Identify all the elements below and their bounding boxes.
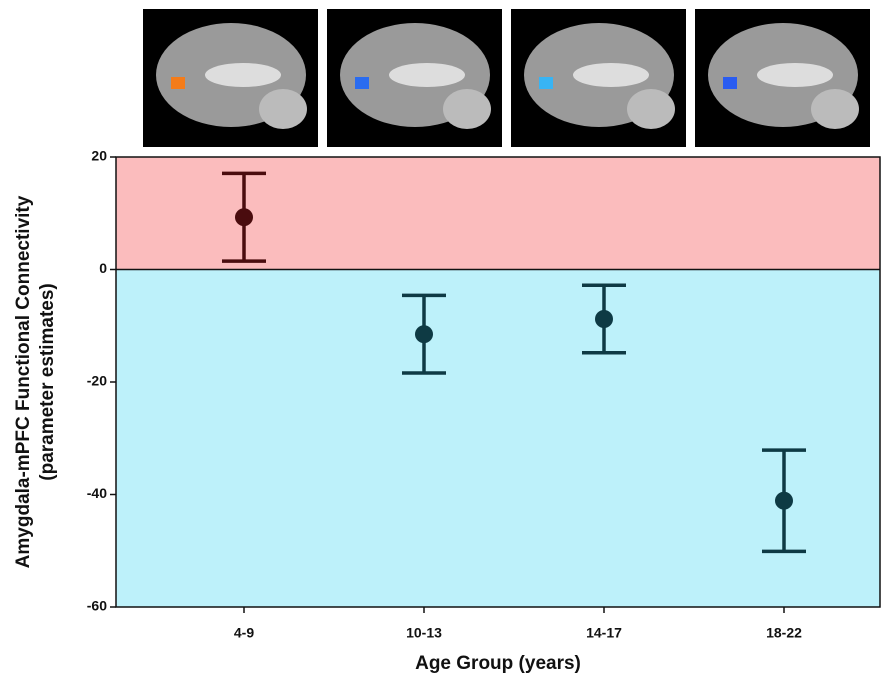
point	[595, 310, 613, 328]
point	[775, 492, 793, 510]
negative-region	[116, 270, 880, 608]
plot-area: 20 0 -20 -40 -60 4-9 10-13 14-17 18-22	[87, 148, 880, 641]
y-axis-label: Amygdala-mPFC Functional Connectivity	[13, 195, 34, 568]
point	[235, 208, 253, 226]
brain-image	[511, 9, 686, 147]
brain-image	[327, 9, 502, 147]
brain-images	[143, 9, 870, 147]
brain-image	[695, 9, 870, 147]
brain-image	[143, 9, 318, 147]
y-tick-label: -40	[87, 485, 107, 501]
y-tick-label: -20	[87, 373, 107, 389]
x-axis-label: Age Group (years)	[415, 653, 581, 674]
chart: 20 0 -20 -40 -60 4-9 10-13 14-17 18-22 Age Group…	[0, 0, 883, 681]
y-axis-label: (parameter estimates)	[37, 283, 58, 480]
y-tick-label: -60	[87, 598, 107, 614]
y-tick-label: 0	[99, 260, 107, 276]
y-tick-label: 20	[91, 148, 107, 164]
point	[415, 325, 433, 343]
x-tick-label: 4-9	[234, 625, 254, 641]
x-tick-label: 14-17	[586, 625, 622, 641]
x-tick-label: 10-13	[406, 625, 442, 641]
x-tick-label: 18-22	[766, 625, 802, 641]
